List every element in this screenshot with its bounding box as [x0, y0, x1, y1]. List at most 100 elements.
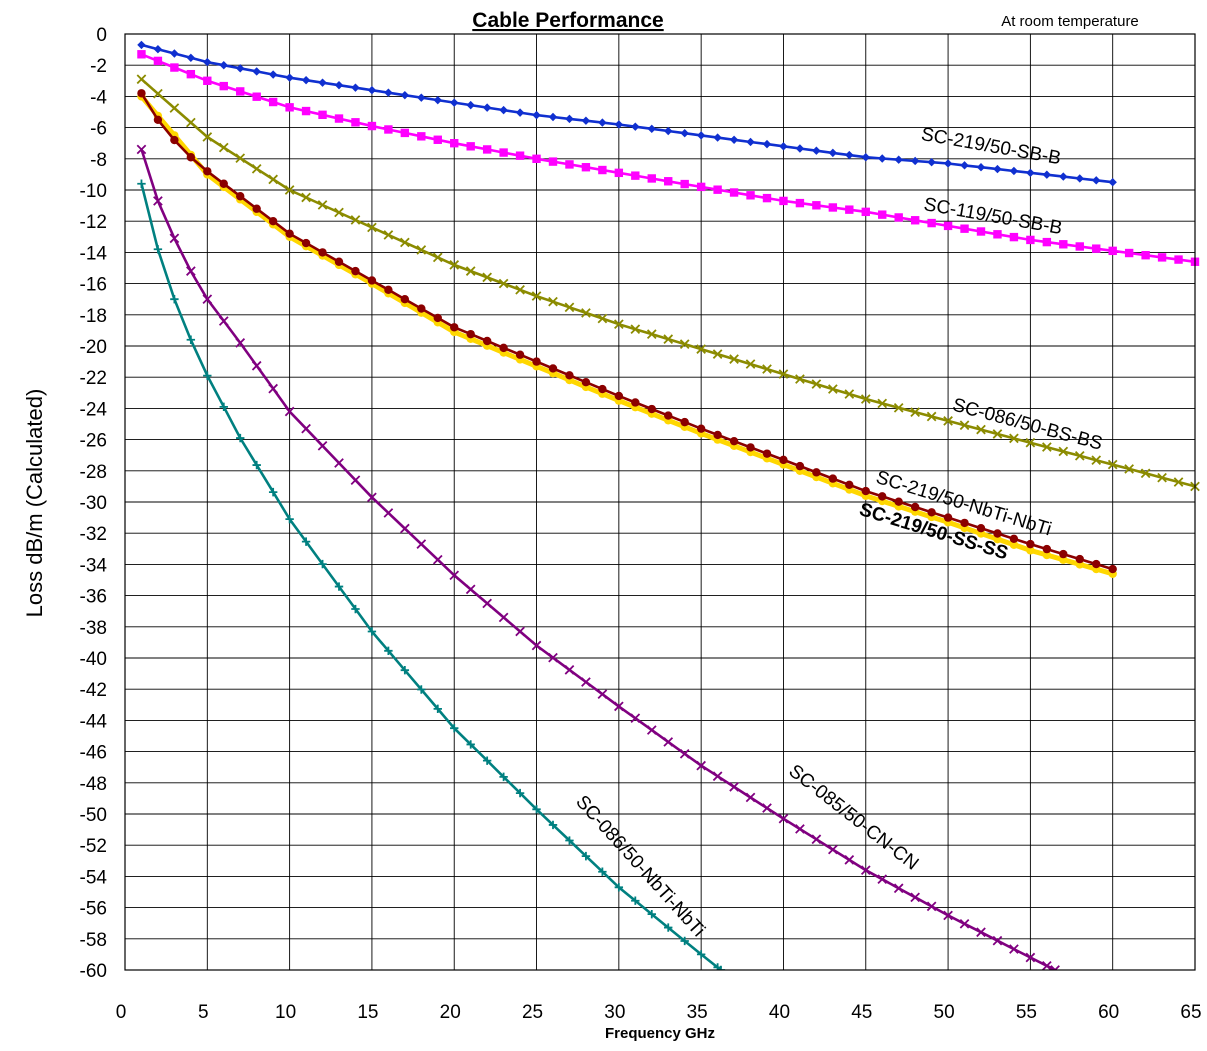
data-point — [449, 260, 460, 270]
data-point — [170, 49, 179, 58]
data-point — [1009, 166, 1019, 176]
data-point — [696, 950, 706, 959]
data-point — [1108, 178, 1117, 187]
data-point — [614, 120, 624, 129]
y-tick-label: -36 — [80, 587, 107, 608]
data-point — [1050, 965, 1060, 970]
data-point — [169, 103, 180, 113]
data-point — [1092, 244, 1101, 253]
data-point — [614, 168, 624, 178]
data-point — [450, 724, 459, 733]
data-point — [1091, 455, 1102, 466]
data-point — [614, 391, 624, 401]
series-sc-219-50-sb-b — [137, 40, 1117, 187]
data-point — [367, 276, 377, 285]
data-point — [400, 523, 410, 534]
data-point — [795, 461, 805, 471]
data-point — [466, 740, 475, 749]
data-point — [433, 704, 442, 714]
data-point — [1026, 539, 1035, 549]
data-point — [680, 179, 689, 189]
y-tick-label: -34 — [80, 555, 108, 576]
data-point — [614, 883, 624, 892]
data-point — [1025, 437, 1036, 448]
y-tick-label: -24 — [80, 399, 108, 420]
data-point — [153, 115, 163, 125]
data-point — [153, 56, 163, 66]
data-point — [993, 164, 1002, 174]
data-point — [252, 67, 261, 76]
data-point — [861, 207, 870, 217]
data-point — [679, 339, 690, 349]
data-point — [417, 132, 426, 141]
data-point — [268, 487, 278, 497]
data-point — [581, 163, 591, 172]
y-tick-label: -60 — [80, 961, 107, 982]
data-point — [663, 334, 674, 344]
data-point — [1174, 255, 1183, 264]
data-point — [647, 909, 656, 919]
data-point — [1141, 251, 1150, 260]
data-point — [384, 646, 393, 656]
data-point — [746, 137, 755, 147]
data-point — [499, 148, 508, 157]
data-point — [236, 192, 245, 201]
data-point — [153, 245, 163, 254]
data-point — [548, 364, 558, 373]
data-point — [597, 313, 608, 324]
data-point — [384, 125, 393, 134]
data-point — [466, 100, 475, 110]
y-tick-label: -4 — [90, 87, 107, 108]
data-point — [153, 88, 163, 99]
data-point — [1092, 176, 1101, 185]
data-point — [186, 266, 196, 276]
series-sc-086-50-bs-bs — [136, 74, 1200, 492]
data-point — [795, 144, 805, 153]
data-point — [729, 188, 739, 197]
data-point — [812, 201, 821, 210]
data-point — [219, 81, 228, 91]
data-point — [960, 224, 969, 233]
data-point — [647, 174, 656, 183]
data-point — [1092, 559, 1101, 569]
data-point — [219, 402, 228, 412]
data-point — [927, 158, 936, 167]
data-point — [1140, 468, 1151, 479]
data-point — [285, 73, 294, 82]
data-point — [581, 308, 591, 318]
data-point — [716, 965, 726, 970]
data-point — [680, 129, 689, 138]
data-point — [284, 185, 295, 195]
data-point — [581, 377, 591, 387]
data-point — [828, 148, 838, 158]
x-tick-label: 35 — [687, 1002, 708, 1023]
data-point — [203, 57, 212, 67]
data-point — [894, 155, 903, 164]
y-tick-label: -56 — [80, 899, 107, 920]
data-point — [482, 598, 492, 609]
data-point — [630, 324, 641, 334]
y-tick-label: 0 — [96, 25, 107, 46]
data-point — [400, 90, 410, 100]
data-point — [1009, 232, 1019, 242]
data-point — [531, 291, 542, 301]
x-tick-label: 20 — [440, 1002, 461, 1023]
x-tick-label: 40 — [769, 1002, 790, 1023]
data-point — [664, 177, 673, 186]
data-point — [1075, 554, 1084, 564]
data-point — [878, 210, 887, 219]
data-point — [778, 813, 789, 824]
data-point — [400, 665, 410, 675]
data-point — [976, 424, 986, 435]
data-point — [598, 867, 607, 876]
data-point — [236, 87, 245, 96]
y-tick-label: -12 — [80, 212, 107, 233]
data-point — [894, 213, 903, 222]
data-point — [284, 406, 295, 417]
data-point — [795, 824, 805, 834]
data-point — [1026, 168, 1035, 178]
data-point — [417, 685, 426, 694]
data-point — [927, 218, 936, 228]
